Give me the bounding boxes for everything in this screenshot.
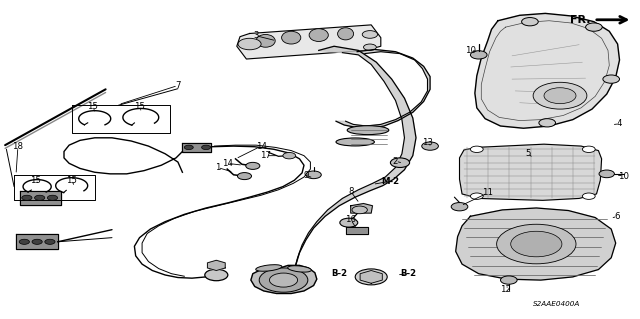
Polygon shape (16, 234, 58, 249)
Circle shape (470, 193, 483, 199)
Text: 10: 10 (618, 172, 630, 181)
Polygon shape (237, 25, 381, 59)
Ellipse shape (282, 31, 301, 44)
Text: 3: 3 (253, 31, 259, 40)
Ellipse shape (338, 28, 354, 40)
Polygon shape (20, 191, 61, 205)
Text: 4: 4 (617, 119, 622, 128)
Circle shape (47, 195, 58, 200)
Ellipse shape (288, 266, 311, 272)
Circle shape (422, 142, 438, 150)
Text: 15: 15 (66, 176, 77, 185)
Circle shape (45, 239, 55, 244)
Polygon shape (291, 46, 416, 275)
Polygon shape (336, 49, 430, 128)
Circle shape (355, 269, 387, 285)
Text: B-2: B-2 (400, 269, 417, 278)
Circle shape (511, 231, 562, 257)
Circle shape (35, 195, 45, 200)
Text: 5: 5 (525, 149, 531, 158)
Text: 12: 12 (500, 285, 511, 294)
Circle shape (470, 51, 487, 59)
Circle shape (340, 218, 358, 227)
Polygon shape (351, 204, 372, 213)
Circle shape (470, 146, 483, 152)
Polygon shape (460, 144, 602, 200)
Ellipse shape (309, 29, 328, 41)
Text: 7: 7 (175, 81, 180, 90)
Text: 14: 14 (221, 159, 233, 168)
Text: 18: 18 (12, 142, 24, 151)
Polygon shape (456, 208, 616, 280)
Circle shape (582, 146, 595, 152)
Circle shape (582, 193, 595, 199)
Circle shape (390, 158, 410, 167)
Circle shape (533, 82, 587, 109)
Circle shape (352, 206, 367, 214)
Text: 15: 15 (87, 102, 99, 111)
Circle shape (202, 145, 211, 150)
Polygon shape (475, 13, 620, 128)
Circle shape (364, 44, 376, 50)
Circle shape (306, 171, 321, 179)
Circle shape (19, 239, 29, 244)
Text: 1: 1 (215, 163, 220, 172)
Text: B-2: B-2 (331, 269, 348, 278)
Text: 17: 17 (260, 151, 271, 160)
Ellipse shape (347, 126, 389, 135)
Circle shape (246, 162, 260, 169)
Circle shape (586, 23, 602, 31)
Polygon shape (251, 265, 317, 293)
Text: 8: 8 (348, 187, 353, 196)
Ellipse shape (256, 265, 282, 271)
Circle shape (32, 239, 42, 244)
Circle shape (544, 88, 576, 104)
Text: 11: 11 (482, 189, 493, 197)
Circle shape (205, 269, 228, 281)
Ellipse shape (336, 138, 374, 146)
Circle shape (599, 170, 614, 178)
Circle shape (269, 273, 298, 287)
Circle shape (500, 276, 517, 284)
Text: 9: 9 (303, 171, 308, 180)
Circle shape (362, 31, 378, 38)
Text: 6: 6 (615, 212, 620, 221)
Circle shape (451, 203, 468, 211)
Circle shape (238, 38, 261, 50)
Text: 2: 2 (393, 157, 398, 166)
Circle shape (603, 75, 620, 83)
Text: 13: 13 (422, 138, 433, 147)
Circle shape (497, 224, 576, 264)
Text: 16: 16 (345, 215, 356, 224)
Circle shape (237, 173, 252, 180)
Ellipse shape (256, 34, 275, 47)
Text: 15: 15 (29, 176, 41, 185)
Circle shape (259, 268, 308, 292)
Polygon shape (182, 143, 211, 152)
Circle shape (522, 18, 538, 26)
Text: 10: 10 (465, 46, 476, 55)
Text: S2AAE0400A: S2AAE0400A (533, 301, 580, 307)
Text: FR.: FR. (570, 15, 590, 25)
Circle shape (539, 119, 556, 127)
Circle shape (184, 145, 193, 150)
Text: 14: 14 (255, 142, 267, 151)
Polygon shape (207, 260, 225, 271)
Polygon shape (360, 271, 382, 283)
Circle shape (22, 195, 32, 200)
Text: M-2: M-2 (381, 177, 399, 186)
Circle shape (283, 152, 296, 159)
Text: 15: 15 (134, 102, 145, 111)
Polygon shape (346, 227, 368, 234)
